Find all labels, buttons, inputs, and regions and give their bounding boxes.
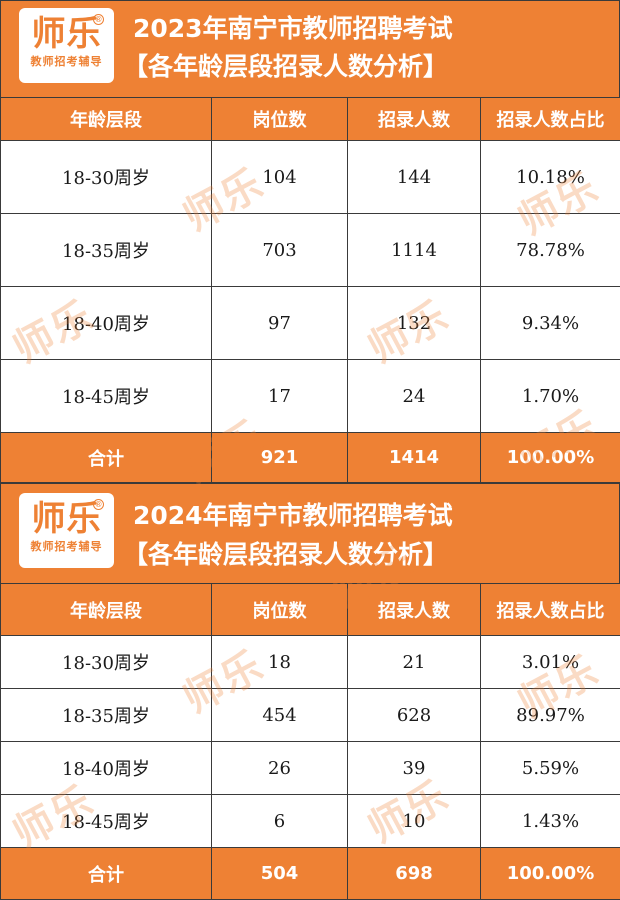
age-cell: 18-40周岁	[1, 287, 212, 360]
table-row: 18-40周岁 26 39 5.59%	[1, 742, 620, 795]
posts-cell: 17	[212, 360, 348, 433]
page-title: 2023年南宁市教师招聘考试	[133, 13, 453, 45]
age-cell: 18-30周岁	[1, 141, 212, 214]
hires-cell: 144	[348, 141, 481, 214]
table-row: 18-30周岁 104 144 10.18%	[1, 141, 620, 214]
posts-cell: 6	[212, 795, 348, 848]
total-label: 合计	[1, 433, 212, 483]
logo-subtitle: 教师招考辅导	[19, 539, 114, 555]
age-cell: 18-45周岁	[1, 360, 212, 433]
data-table: 年龄层段 岗位数 招录人数 招录人数占比 18-30周岁 18 21 3.01%…	[0, 583, 620, 900]
total-row: 合计 504 698 100.00%	[1, 848, 620, 900]
total-posts: 504	[212, 848, 348, 900]
ratio-cell: 10.18%	[481, 141, 620, 214]
ratio-cell: 9.34%	[481, 287, 620, 360]
total-label: 合计	[1, 848, 212, 900]
column-header: 年龄层段	[1, 584, 212, 636]
table-header-row: 年龄层段 岗位数 招录人数 招录人数占比	[1, 584, 620, 636]
hires-cell: 10	[348, 795, 481, 848]
ratio-cell: 1.43%	[481, 795, 620, 848]
data-table: 年龄层段 岗位数 招录人数 招录人数占比 18-30周岁 104 144 10.…	[0, 97, 620, 483]
age-cell: 18-40周岁	[1, 742, 212, 795]
section-2024: 师乐 ® 教师招考辅导 2024年南宁市教师招聘考试 【各年龄层段招录人数分析】…	[0, 483, 620, 900]
age-cell: 18-35周岁	[1, 214, 212, 287]
column-header: 招录人数占比	[481, 98, 620, 141]
page-subtitle: 【各年龄层段招录人数分析】	[123, 539, 448, 571]
logo-subtitle: 教师招考辅导	[19, 54, 114, 70]
column-header: 年龄层段	[1, 98, 212, 141]
ratio-cell: 5.59%	[481, 742, 620, 795]
total-row: 合计 921 1414 100.00%	[1, 433, 620, 483]
hires-cell: 21	[348, 636, 481, 689]
table-row: 18-30周岁 18 21 3.01%	[1, 636, 620, 689]
page-subtitle: 【各年龄层段招录人数分析】	[123, 51, 448, 83]
registered-mark-icon: ®	[93, 14, 104, 25]
age-cell: 18-45周岁	[1, 795, 212, 848]
hires-cell: 628	[348, 689, 481, 742]
column-header: 岗位数	[212, 584, 348, 636]
total-ratio: 100.00%	[481, 848, 620, 900]
ratio-cell: 3.01%	[481, 636, 620, 689]
page-title: 2024年南宁市教师招聘考试	[133, 500, 453, 532]
hires-cell: 1114	[348, 214, 481, 287]
total-hires: 1414	[348, 433, 481, 483]
total-hires: 698	[348, 848, 481, 900]
table-row: 18-45周岁 17 24 1.70%	[1, 360, 620, 433]
ratio-cell: 78.78%	[481, 214, 620, 287]
section-2023: 师乐 ® 教师招考辅导 2023年南宁市教师招聘考试 【各年龄层段招录人数分析】…	[0, 0, 620, 483]
column-header: 招录人数	[348, 98, 481, 141]
posts-cell: 18	[212, 636, 348, 689]
table-row: 18-40周岁 97 132 9.34%	[1, 287, 620, 360]
column-header: 招录人数	[348, 584, 481, 636]
section-banner: 师乐 ® 教师招考辅导 2023年南宁市教师招聘考试 【各年龄层段招录人数分析】	[0, 0, 620, 97]
column-header: 招录人数占比	[481, 584, 620, 636]
table-row: 18-35周岁 454 628 89.97%	[1, 689, 620, 742]
total-ratio: 100.00%	[481, 433, 620, 483]
hires-cell: 132	[348, 287, 481, 360]
posts-cell: 26	[212, 742, 348, 795]
column-header: 岗位数	[212, 98, 348, 141]
registered-mark-icon: ®	[93, 499, 104, 510]
total-posts: 921	[212, 433, 348, 483]
posts-cell: 703	[212, 214, 348, 287]
posts-cell: 454	[212, 689, 348, 742]
age-cell: 18-30周岁	[1, 636, 212, 689]
ratio-cell: 89.97%	[481, 689, 620, 742]
ratio-cell: 1.70%	[481, 360, 620, 433]
brand-logo: 师乐 ® 教师招考辅导	[19, 8, 114, 83]
hires-cell: 24	[348, 360, 481, 433]
age-cell: 18-35周岁	[1, 689, 212, 742]
posts-cell: 104	[212, 141, 348, 214]
table-row: 18-45周岁 6 10 1.43%	[1, 795, 620, 848]
hires-cell: 39	[348, 742, 481, 795]
table-header-row: 年龄层段 岗位数 招录人数 招录人数占比	[1, 98, 620, 141]
section-banner: 师乐 ® 教师招考辅导 2024年南宁市教师招聘考试 【各年龄层段招录人数分析】	[0, 483, 620, 583]
posts-cell: 97	[212, 287, 348, 360]
table-row: 18-35周岁 703 1114 78.78%	[1, 214, 620, 287]
brand-logo: 师乐 ® 教师招考辅导	[19, 493, 114, 568]
